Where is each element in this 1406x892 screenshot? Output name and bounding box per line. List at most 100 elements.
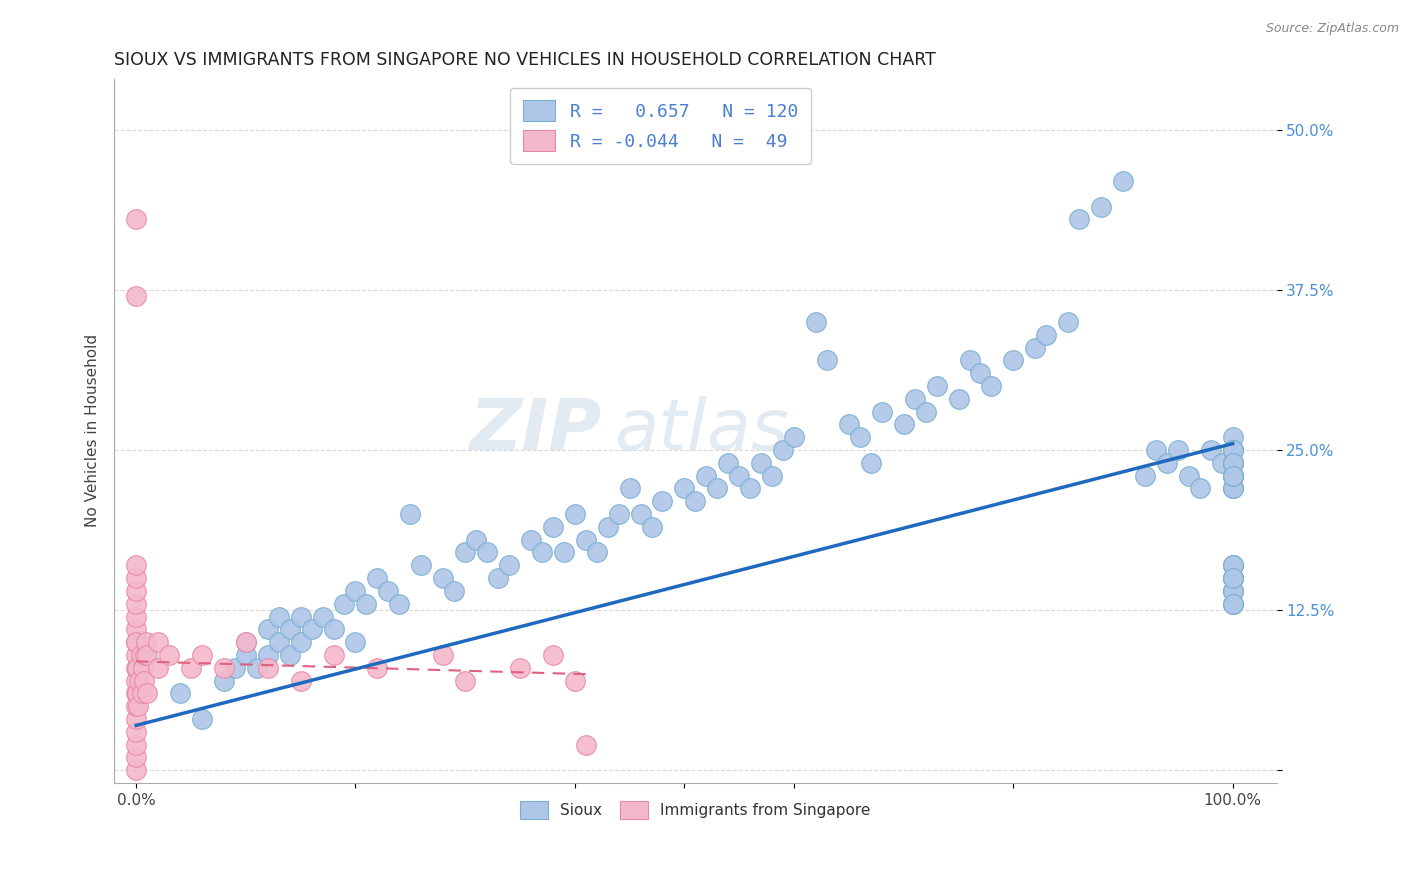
Point xyxy=(131,661,153,675)
Point xyxy=(125,686,148,700)
Point xyxy=(520,533,543,547)
Point xyxy=(127,699,149,714)
Point xyxy=(728,468,751,483)
Text: atlas: atlas xyxy=(614,396,789,466)
Point xyxy=(1024,341,1046,355)
Point xyxy=(125,609,148,624)
Point xyxy=(553,545,575,559)
Point xyxy=(1222,468,1244,483)
Point xyxy=(432,571,454,585)
Point xyxy=(1222,482,1244,496)
Point xyxy=(893,417,915,432)
Point xyxy=(1090,200,1112,214)
Point xyxy=(1112,174,1135,188)
Point xyxy=(1222,443,1244,458)
Point xyxy=(1222,558,1244,573)
Point xyxy=(290,673,312,688)
Point xyxy=(1156,456,1178,470)
Point xyxy=(706,482,728,496)
Point xyxy=(129,648,152,662)
Point xyxy=(278,623,301,637)
Point xyxy=(377,583,399,598)
Point xyxy=(125,763,148,777)
Point xyxy=(509,661,531,675)
Point xyxy=(125,712,148,726)
Point xyxy=(475,545,498,559)
Point xyxy=(1222,456,1244,470)
Point xyxy=(180,661,202,675)
Point xyxy=(619,482,641,496)
Point xyxy=(1222,482,1244,496)
Point xyxy=(128,673,150,688)
Point xyxy=(146,661,169,675)
Point xyxy=(1188,482,1211,496)
Point xyxy=(131,686,153,700)
Point xyxy=(125,750,148,764)
Point xyxy=(125,571,148,585)
Point xyxy=(1222,456,1244,470)
Point xyxy=(772,443,794,458)
Point xyxy=(1133,468,1156,483)
Point xyxy=(914,404,936,418)
Point xyxy=(1222,456,1244,470)
Point xyxy=(959,353,981,368)
Point xyxy=(564,507,586,521)
Point xyxy=(1057,315,1080,329)
Point xyxy=(344,583,367,598)
Point xyxy=(1002,353,1025,368)
Point xyxy=(267,609,290,624)
Point xyxy=(815,353,838,368)
Point xyxy=(322,623,344,637)
Point xyxy=(432,648,454,662)
Point xyxy=(1222,597,1244,611)
Point xyxy=(399,507,422,521)
Point xyxy=(443,583,465,598)
Point xyxy=(125,738,148,752)
Point xyxy=(630,507,652,521)
Y-axis label: No Vehicles in Household: No Vehicles in Household xyxy=(86,334,100,527)
Point xyxy=(969,366,991,380)
Point xyxy=(1222,558,1244,573)
Point xyxy=(1211,456,1233,470)
Point xyxy=(191,648,214,662)
Point xyxy=(212,673,235,688)
Point xyxy=(1222,468,1244,483)
Point xyxy=(235,635,257,649)
Point xyxy=(1222,482,1244,496)
Point xyxy=(695,468,717,483)
Point xyxy=(673,482,696,496)
Point xyxy=(761,468,783,483)
Point xyxy=(1144,443,1167,458)
Point xyxy=(1222,456,1244,470)
Point xyxy=(125,623,148,637)
Point xyxy=(246,661,269,675)
Point xyxy=(136,648,159,662)
Point xyxy=(564,673,586,688)
Point xyxy=(127,686,149,700)
Point xyxy=(1222,558,1244,573)
Text: ZIP: ZIP xyxy=(470,396,602,466)
Point xyxy=(1222,468,1244,483)
Point xyxy=(134,648,156,662)
Point xyxy=(1222,443,1244,458)
Point xyxy=(575,533,598,547)
Text: Source: ZipAtlas.com: Source: ZipAtlas.com xyxy=(1265,22,1399,36)
Point xyxy=(333,597,356,611)
Point xyxy=(640,520,662,534)
Point xyxy=(125,635,148,649)
Point xyxy=(256,661,278,675)
Point xyxy=(740,482,762,496)
Point xyxy=(256,648,278,662)
Point xyxy=(135,635,157,649)
Point xyxy=(1222,468,1244,483)
Point xyxy=(125,661,148,675)
Point xyxy=(1222,443,1244,458)
Point xyxy=(191,712,214,726)
Point xyxy=(235,635,257,649)
Point xyxy=(530,545,553,559)
Point xyxy=(1069,212,1091,227)
Point xyxy=(256,623,278,637)
Point xyxy=(125,635,148,649)
Point xyxy=(685,494,707,508)
Point xyxy=(1035,327,1057,342)
